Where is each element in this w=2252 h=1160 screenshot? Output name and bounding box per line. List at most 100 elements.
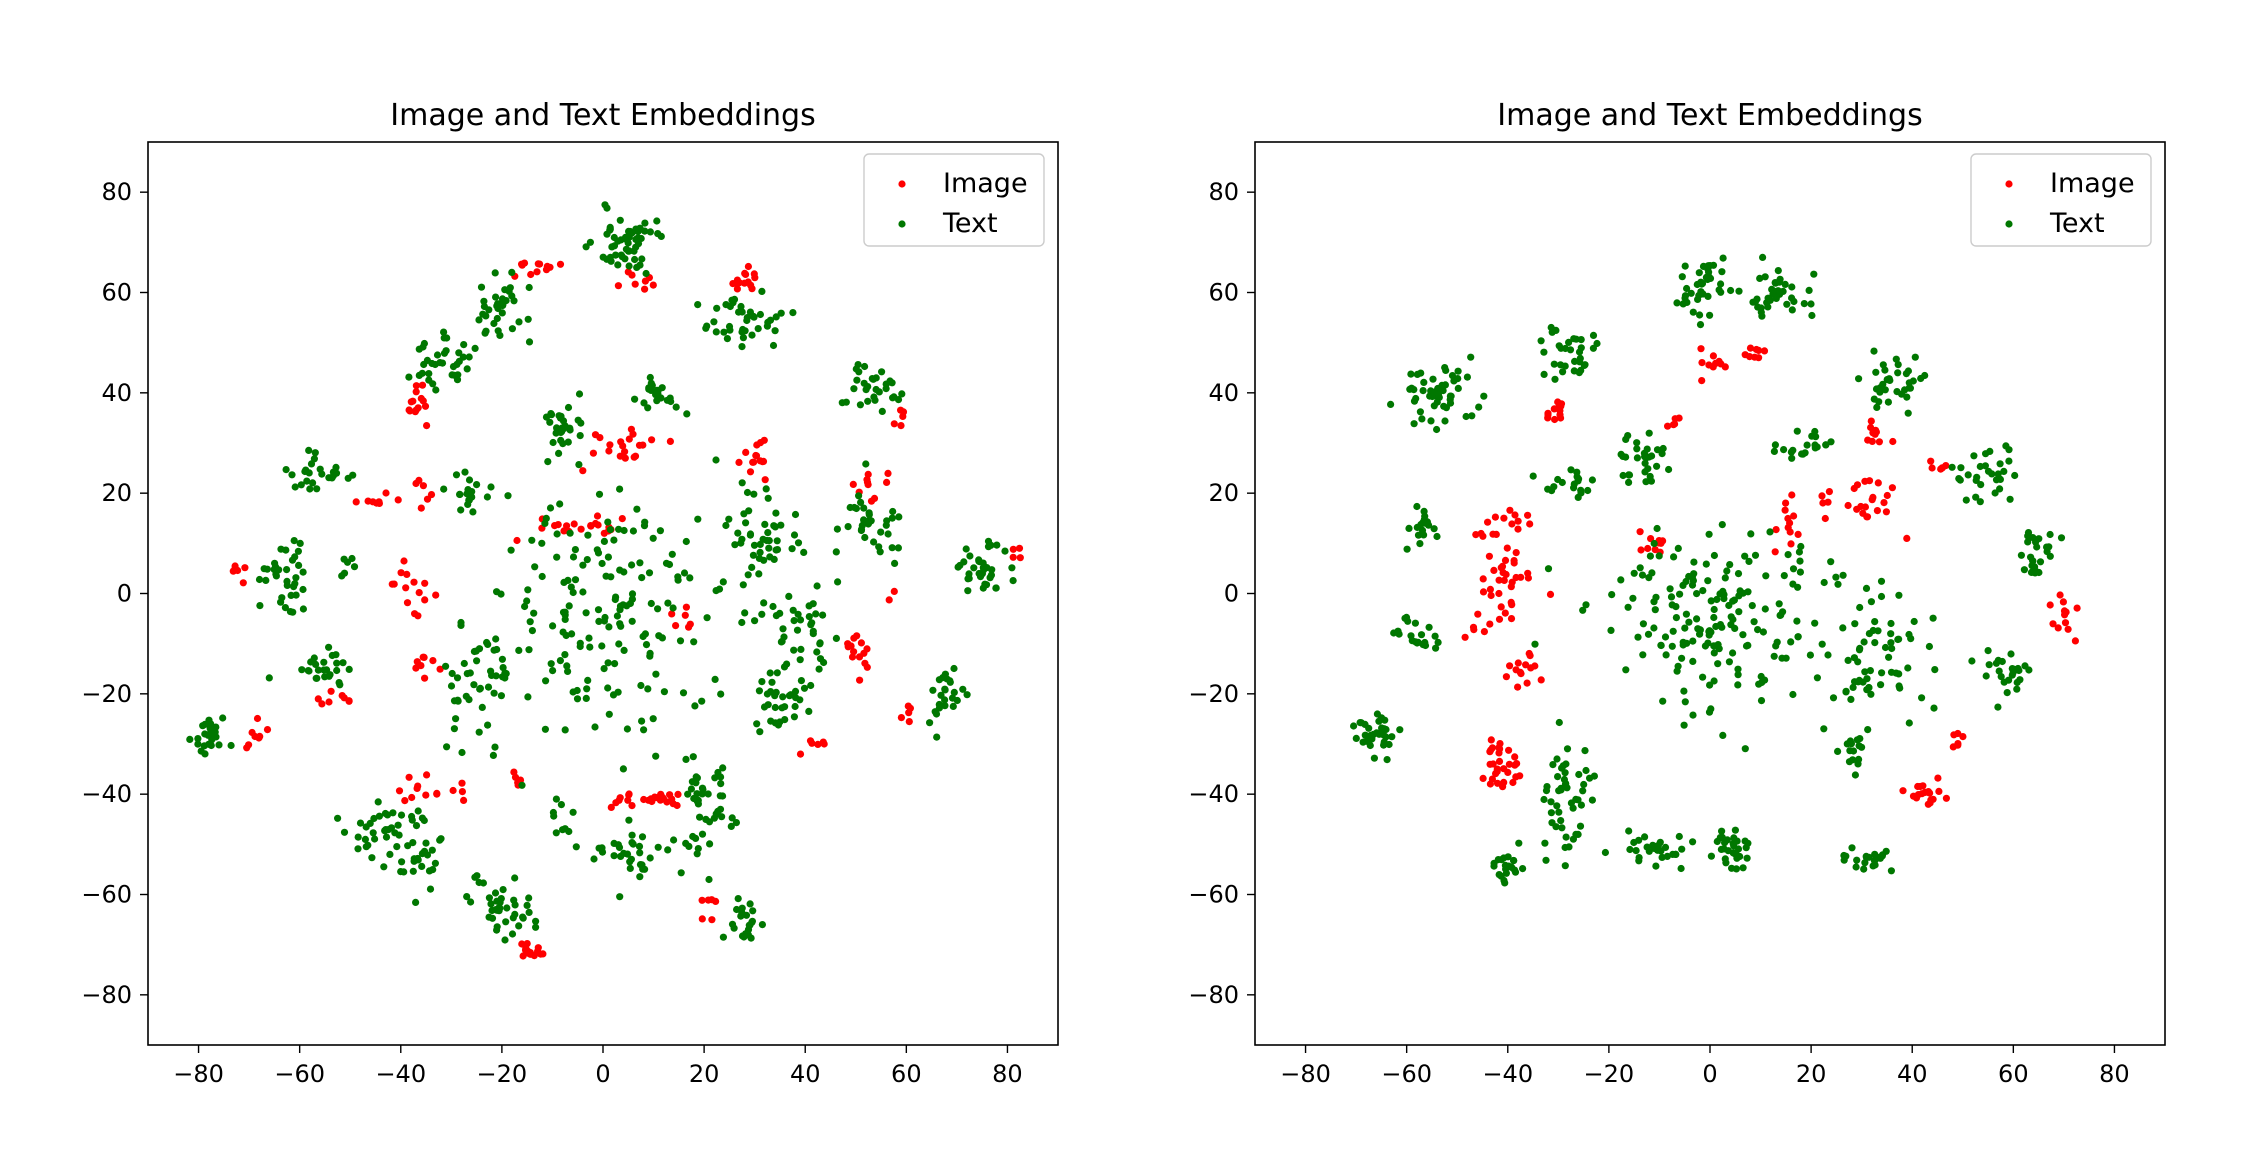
point-text bbox=[1992, 659, 2000, 667]
point-text bbox=[1894, 369, 1902, 377]
point-text bbox=[857, 525, 866, 534]
point-text bbox=[574, 416, 582, 424]
point-text bbox=[1678, 273, 1686, 281]
point-text bbox=[1542, 856, 1550, 864]
point-image bbox=[849, 480, 857, 488]
point-text bbox=[728, 814, 736, 822]
point-text bbox=[1565, 338, 1573, 346]
point-image bbox=[1491, 513, 1499, 521]
point-text bbox=[864, 397, 872, 405]
point-text bbox=[1403, 545, 1411, 553]
point-text bbox=[1717, 845, 1725, 854]
point-text bbox=[595, 490, 604, 498]
point-image bbox=[1637, 546, 1645, 554]
point-text bbox=[949, 702, 957, 711]
point-text bbox=[1550, 483, 1558, 491]
point-image bbox=[1489, 760, 1497, 768]
point-text bbox=[582, 243, 590, 251]
point-text bbox=[616, 216, 624, 224]
point-image bbox=[897, 714, 906, 722]
point-image bbox=[884, 469, 892, 477]
point-text bbox=[565, 602, 573, 610]
point-text bbox=[615, 640, 623, 648]
point-text bbox=[1860, 865, 1868, 873]
point-image bbox=[629, 430, 637, 438]
point-image bbox=[1492, 770, 1500, 778]
point-text bbox=[538, 539, 546, 547]
point-text bbox=[691, 702, 699, 710]
point-text bbox=[412, 898, 420, 907]
point-text bbox=[506, 284, 514, 292]
point-image bbox=[1741, 351, 1749, 359]
point-image bbox=[619, 442, 627, 450]
point-text bbox=[1689, 637, 1697, 645]
point-text bbox=[796, 616, 805, 624]
point-image bbox=[402, 584, 410, 592]
point-text bbox=[488, 906, 496, 915]
point-text bbox=[1734, 671, 1742, 679]
point-text bbox=[717, 690, 725, 698]
point-text bbox=[1446, 399, 1455, 407]
point-text bbox=[662, 559, 671, 567]
point-text bbox=[483, 493, 491, 501]
point-text bbox=[929, 686, 937, 694]
point-text bbox=[450, 697, 459, 705]
point-text bbox=[2036, 558, 2045, 566]
point-text bbox=[1705, 530, 1713, 538]
point-text bbox=[1463, 373, 1471, 381]
point-text bbox=[1811, 427, 1819, 436]
point-text bbox=[1871, 618, 1879, 626]
point-text bbox=[582, 609, 590, 617]
point-text bbox=[450, 725, 458, 733]
point-text bbox=[1904, 664, 1912, 672]
point-text bbox=[1352, 734, 1360, 743]
point-text bbox=[635, 842, 644, 851]
point-text bbox=[1668, 601, 1676, 609]
point-image bbox=[1495, 615, 1504, 623]
point-text bbox=[371, 835, 379, 843]
point-text bbox=[1810, 270, 1818, 278]
point-text bbox=[1681, 624, 1689, 632]
point-text bbox=[1622, 666, 1630, 674]
point-text bbox=[2046, 530, 2054, 539]
point-text bbox=[1645, 429, 1653, 437]
point-image bbox=[2054, 624, 2062, 632]
point-text bbox=[711, 774, 719, 782]
point-text bbox=[490, 689, 498, 697]
point-text bbox=[1757, 308, 1765, 316]
point-text bbox=[619, 765, 628, 773]
point-text bbox=[1731, 826, 1739, 834]
point-text bbox=[760, 703, 769, 711]
point-image bbox=[327, 687, 335, 695]
point-text bbox=[1820, 578, 1828, 587]
point-text bbox=[1764, 294, 1772, 302]
point-text bbox=[889, 507, 897, 516]
scatter-panel-2: Image and Text Embeddings−80 −60 −40 −20 0 20… bbox=[1188, 98, 2166, 1088]
point-text bbox=[1867, 598, 1875, 606]
point-text bbox=[1887, 619, 1895, 628]
point-text bbox=[959, 685, 967, 693]
point-text bbox=[853, 376, 861, 384]
point-text bbox=[1824, 651, 1832, 659]
point-text bbox=[493, 302, 501, 310]
point-text bbox=[1872, 368, 1880, 376]
point-image bbox=[449, 786, 457, 795]
point-image bbox=[735, 458, 743, 466]
point-text bbox=[463, 893, 471, 901]
point-text bbox=[1901, 386, 1909, 394]
point-text bbox=[981, 580, 989, 588]
x-tick-label: 80 bbox=[992, 1060, 1023, 1088]
point-text bbox=[443, 743, 451, 751]
y-tick-label: −60 bbox=[1188, 881, 1239, 909]
point-text bbox=[1911, 353, 1919, 361]
point-text bbox=[772, 509, 780, 517]
point-text bbox=[1544, 485, 1552, 493]
point-text bbox=[791, 687, 800, 696]
point-text bbox=[1759, 628, 1767, 636]
point-text bbox=[594, 606, 603, 614]
point-text bbox=[1682, 577, 1690, 586]
y-tick-label: −20 bbox=[81, 680, 132, 708]
point-text bbox=[939, 674, 947, 682]
point-text bbox=[1719, 254, 1727, 262]
point-text bbox=[1646, 552, 1654, 560]
